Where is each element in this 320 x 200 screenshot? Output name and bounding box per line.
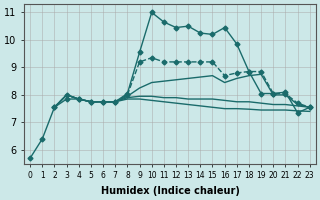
X-axis label: Humidex (Indice chaleur): Humidex (Indice chaleur) bbox=[100, 186, 239, 196]
